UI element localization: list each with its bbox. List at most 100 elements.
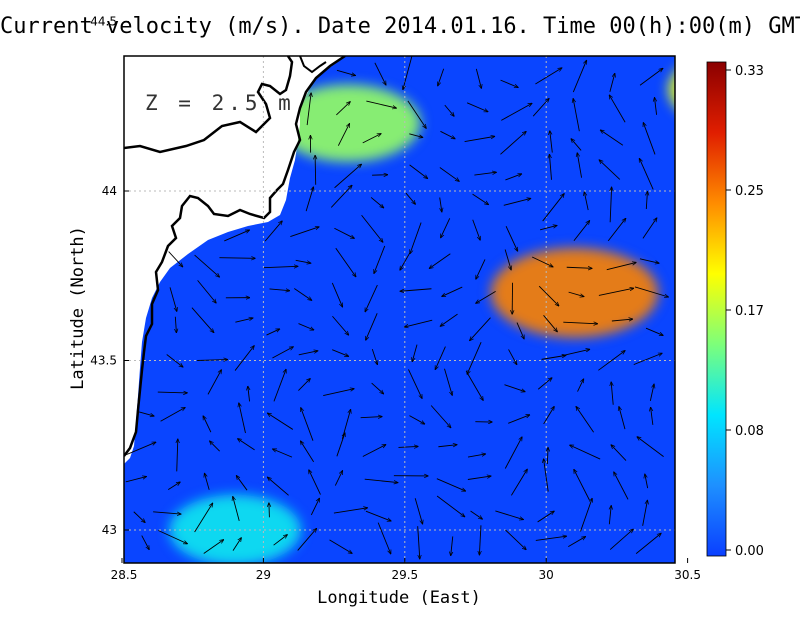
velocity-arrow — [158, 530, 187, 544]
velocity-arrow — [649, 384, 654, 401]
velocity-arrow — [600, 130, 624, 146]
velocity-arrow — [598, 288, 634, 296]
velocity-arrow — [409, 164, 428, 179]
velocity-arrow — [236, 476, 248, 491]
velocity-arrow — [505, 174, 521, 181]
velocity-arrow — [543, 406, 555, 425]
velocity-arrow — [609, 529, 633, 550]
velocity-arrow — [139, 411, 154, 416]
velocity-arrow — [537, 378, 552, 390]
velocity-arrow — [197, 280, 217, 303]
velocity-arrow — [655, 98, 657, 115]
velocity-arrow — [372, 175, 388, 176]
velocity-arrow — [334, 227, 354, 238]
velocity-arrow — [267, 477, 289, 496]
velocity-arrow — [305, 187, 313, 212]
velocity-arrow — [207, 370, 221, 395]
velocity-arrow — [377, 522, 391, 554]
velocity-arrow — [334, 164, 362, 189]
velocity-arrow — [576, 407, 595, 433]
velocity-arrow — [476, 290, 496, 303]
velocity-arrow — [607, 218, 626, 242]
velocity-arrow — [297, 528, 317, 551]
velocity-arrow — [233, 496, 240, 521]
velocity-arrow — [505, 226, 518, 251]
velocity-arrow — [374, 245, 386, 274]
velocity-arrow — [470, 510, 483, 519]
velocity-arrow — [300, 441, 315, 463]
velocity-arrow — [495, 510, 523, 520]
velocity-arrow — [646, 191, 647, 209]
colorbar-tick-label: 0.25 — [735, 184, 764, 199]
velocity-arrow — [412, 344, 418, 362]
velocity-arrow — [210, 441, 220, 452]
velocity-arrow — [409, 415, 424, 424]
velocity-arrow — [409, 133, 423, 138]
velocity-arrow — [550, 131, 553, 153]
velocity-arrow — [570, 445, 601, 460]
velocity-arrow — [544, 459, 549, 492]
velocity-arrow — [508, 415, 530, 424]
colorbar-ticks: 0.00 0.08 0.17 0.25 0.33 — [726, 64, 764, 559]
velocity-arrow — [441, 218, 451, 238]
velocity-arrow — [444, 104, 454, 116]
colorbar-tick-label: 0.17 — [735, 304, 764, 319]
velocity-arrow — [370, 197, 384, 207]
velocity-arrow — [414, 498, 422, 524]
velocity-arrow — [637, 437, 664, 457]
velocity-arrow — [501, 103, 532, 121]
velocity-arrow — [467, 454, 486, 458]
velocity-arrow — [474, 172, 496, 176]
colorbar-tick-label: 0.08 — [735, 424, 764, 439]
velocity-arrow — [440, 130, 455, 138]
velocity-arrow — [476, 259, 486, 279]
velocity-arrow — [191, 307, 214, 333]
velocity-arrow — [371, 382, 384, 394]
velocity-arrow — [611, 445, 627, 461]
velocity-arrow — [563, 322, 597, 324]
velocity-arrow — [290, 227, 319, 237]
velocity-arrow — [430, 405, 451, 427]
velocity-arrow — [599, 160, 621, 180]
velocity-arrow — [580, 498, 593, 532]
velocity-arrow — [475, 68, 481, 89]
velocity-arrow — [540, 225, 557, 231]
velocity-arrow — [157, 392, 188, 393]
x-tick-label: 29.5 — [391, 568, 418, 582]
velocity-arrow — [429, 253, 451, 269]
velocity-arrow — [168, 251, 183, 267]
velocity-arrow — [400, 288, 432, 292]
velocity-arrow — [577, 153, 583, 178]
velocity-arrow — [531, 256, 553, 267]
velocity-arrow — [323, 389, 354, 397]
velocity-arrow — [639, 258, 659, 263]
coastline-river — [299, 56, 327, 74]
x-tick-label: 28.5 — [111, 568, 138, 582]
velocity-arrow — [219, 258, 255, 259]
velocity-arrow — [639, 158, 654, 190]
velocity-arrow — [294, 288, 311, 300]
velocity-arrow — [371, 348, 377, 364]
x-tick-label: 30.5 — [674, 568, 701, 582]
velocity-arrow — [549, 154, 552, 180]
velocity-arrow — [366, 313, 378, 340]
velocity-arrow — [467, 476, 491, 480]
velocity-arrow — [611, 382, 614, 405]
velocity-arrow — [234, 346, 254, 371]
colorbar — [706, 61, 727, 557]
velocity-arrow — [166, 354, 183, 368]
speed-blob — [668, 72, 675, 107]
velocity-arrow — [537, 511, 555, 523]
velocity-arrow — [362, 134, 381, 144]
velocity-arrow — [329, 539, 353, 553]
velocity-arrow — [361, 214, 383, 242]
velocity-arrow — [366, 100, 396, 108]
velocity-arrow — [609, 95, 626, 123]
velocity-arrow — [543, 315, 558, 331]
velocity-arrow — [203, 416, 212, 433]
velocity-arrow — [235, 318, 253, 323]
velocity-arrow — [295, 259, 311, 263]
velocity-arrow — [267, 413, 294, 430]
